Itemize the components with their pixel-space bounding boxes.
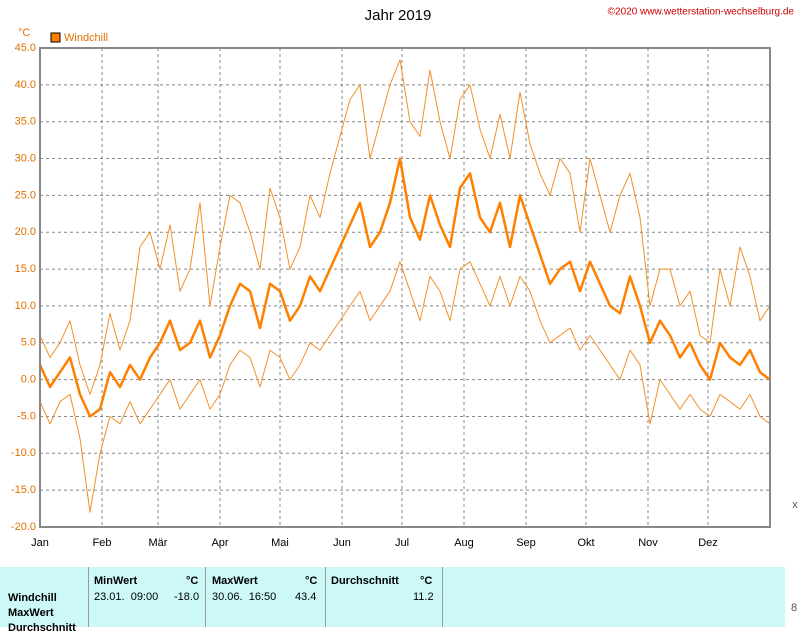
y-tick-label: 30.0	[15, 152, 36, 164]
header: °C	[305, 575, 318, 587]
y-tick-label: 25.0	[15, 189, 36, 201]
col-box	[325, 567, 443, 627]
y-tick-label: -20.0	[11, 521, 36, 533]
cell: 43.4	[295, 591, 317, 603]
y-tick-label: 45.0	[15, 42, 36, 54]
y-tick-label: -5.0	[17, 410, 36, 422]
header: MaxWert	[212, 575, 258, 587]
x-tick-label: Dez	[698, 537, 718, 549]
y-tick-label: -10.0	[11, 447, 36, 459]
y-tick-label: 20.0	[15, 226, 36, 238]
row-label: Windchill	[8, 592, 57, 604]
plot-frame	[39, 47, 771, 528]
x-tick-label: Feb	[93, 537, 112, 549]
edge-mark: 8	[791, 602, 798, 614]
source: ©2020 www.wetterstation-wechselburg.de	[608, 7, 795, 18]
cell: 30.06. 16:50	[212, 591, 277, 603]
row-label: Durchschnitt	[8, 622, 76, 634]
y-tick-label: 10.0	[15, 300, 36, 312]
x-tick-label: Jan	[31, 537, 49, 549]
y-tick-label: 5.0	[21, 337, 36, 349]
chart: Jahr 2019 ©2020 www.wetterstation-wechse…	[11, 7, 798, 549]
series-line	[39, 261, 771, 513]
edge-mark: x	[792, 499, 798, 511]
x-tick-label: Mai	[271, 537, 289, 549]
series-line	[39, 59, 771, 395]
header: °C	[420, 575, 433, 587]
y-tick-label: -15.0	[11, 484, 36, 496]
y-tick-label: 40.0	[15, 79, 36, 91]
x-tick-label: Sep	[516, 537, 536, 549]
x-tick-label: Jul	[395, 537, 409, 549]
cell: 11.2	[413, 591, 434, 603]
x-tick-label: Apr	[211, 537, 228, 549]
legend-label: Windchill	[64, 32, 108, 44]
plot-frame	[39, 47, 771, 528]
x-tick-label: Jun	[333, 537, 351, 549]
header: °C	[186, 575, 199, 587]
legend-swatch	[50, 32, 61, 43]
y-tick-label: 0.0	[21, 374, 36, 386]
x-tick-label: Nov	[638, 537, 658, 549]
cell: 23.01. 09:00	[94, 591, 159, 603]
x-tick-label: Okt	[577, 537, 594, 549]
cell: -18.0	[174, 591, 200, 603]
y-unit: °C	[18, 27, 30, 39]
y-tick-label: 15.0	[15, 263, 36, 275]
row-label: MaxWert	[8, 607, 54, 619]
y-tick-label: 35.0	[15, 116, 36, 128]
header: Durchschnitt	[331, 575, 399, 587]
x-tick-label: Mär	[149, 537, 168, 549]
chart-title: Jahr 2019	[365, 7, 432, 24]
x-tick-label: Aug	[454, 537, 474, 549]
series-line	[38, 157, 771, 418]
summary-table: MinWert °C MaxWert °C Durchschnitt °C Wi…	[0, 567, 785, 634]
header: MinWert	[94, 575, 138, 587]
